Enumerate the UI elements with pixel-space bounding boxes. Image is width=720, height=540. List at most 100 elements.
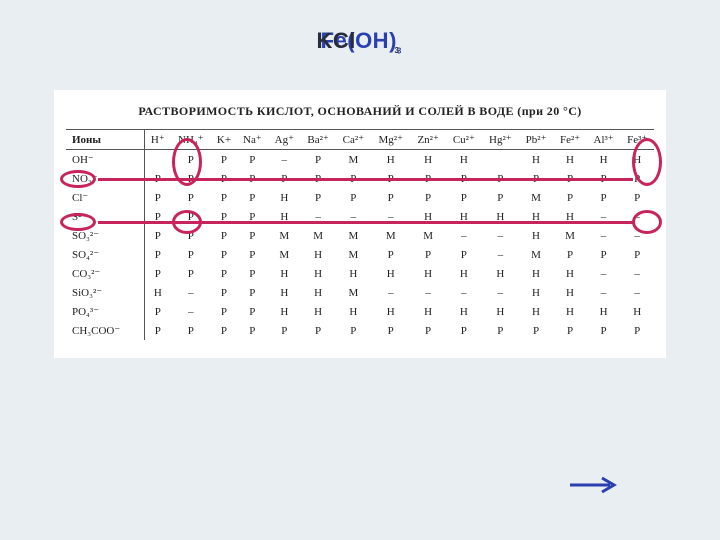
table-body: OH⁻ РРР–РМННН ННННNO₃⁻РРРРРРРРРРРРРРРCl⁻… bbox=[66, 150, 654, 341]
solubility-cell: Р bbox=[145, 245, 170, 264]
solubility-cell: Р bbox=[237, 245, 269, 264]
solubility-cell: Р bbox=[300, 150, 335, 170]
cation-header: NH₄⁺ bbox=[170, 130, 211, 150]
solubility-cell: Р bbox=[620, 245, 654, 264]
row-header-label: Ионы bbox=[66, 130, 145, 150]
solubility-cell: Н bbox=[268, 283, 300, 302]
solubility-cell: М bbox=[371, 226, 411, 245]
solubility-cell: Р bbox=[211, 169, 236, 188]
solubility-cell: Р bbox=[446, 188, 482, 207]
anion-header: PO₄³⁻ bbox=[66, 302, 145, 321]
solubility-cell: М bbox=[268, 245, 300, 264]
cation-header: H⁺ bbox=[145, 130, 170, 150]
solubility-cell: – bbox=[620, 283, 654, 302]
cation-header: Fe³⁺ bbox=[620, 130, 654, 150]
solubility-cell: Р bbox=[446, 245, 482, 264]
solubility-cell: Р bbox=[170, 226, 211, 245]
solubility-cell: Р bbox=[300, 188, 335, 207]
table-row: SO₃²⁻РРРРМММММ––НМ–– bbox=[66, 226, 654, 245]
solubility-cell: – bbox=[587, 207, 621, 226]
formula-overlay: Fe(OH)3 KCl 3 bbox=[0, 28, 720, 55]
solubility-cell: Н bbox=[553, 150, 587, 170]
solubility-cell: Р bbox=[170, 245, 211, 264]
solubility-cell: – bbox=[268, 150, 300, 170]
solubility-cell: – bbox=[446, 226, 482, 245]
solubility-cell: – bbox=[620, 226, 654, 245]
formula-dark-sub2: 3 bbox=[394, 46, 399, 55]
solubility-cell: Н bbox=[519, 150, 553, 170]
cation-header: Hg²⁺ bbox=[482, 130, 519, 150]
cation-header: K+ bbox=[211, 130, 236, 150]
solubility-cell: Н bbox=[300, 302, 335, 321]
solubility-cell: М bbox=[336, 226, 371, 245]
solubility-cell: – bbox=[336, 207, 371, 226]
table-card: РАСТВОРИМОСТЬ КИСЛОТ, ОСНОВАНИЙ И СОЛЕЙ … bbox=[54, 90, 666, 358]
solubility-cell: Н bbox=[553, 207, 587, 226]
solubility-cell: Р bbox=[519, 321, 553, 340]
solubility-cell: Р bbox=[371, 188, 411, 207]
formula-dark-text: KCl bbox=[316, 28, 355, 53]
solubility-cell: Р bbox=[145, 264, 170, 283]
solubility-cell: Н bbox=[587, 150, 621, 170]
solubility-cell: Р bbox=[211, 150, 236, 170]
table-row: OH⁻ РРР–РМННН НННН bbox=[66, 150, 654, 170]
anion-header: NO₃⁻ bbox=[66, 169, 145, 188]
solubility-cell: – bbox=[482, 245, 519, 264]
solubility-cell: Н bbox=[268, 302, 300, 321]
solubility-cell: Н bbox=[553, 302, 587, 321]
solubility-cell: Р bbox=[587, 169, 621, 188]
cation-header: Al³⁺ bbox=[587, 130, 621, 150]
solubility-cell: – bbox=[482, 226, 519, 245]
solubility-cell: Н bbox=[553, 283, 587, 302]
solubility-table: Ионы H⁺NH₄⁺K+Na⁺Ag⁺Ba²⁺Ca²⁺Mg²⁺Zn²⁺Cu²⁺H… bbox=[66, 129, 654, 340]
next-arrow-icon[interactable] bbox=[570, 476, 618, 499]
table-row: CO₃²⁻РРРРННННННННН–– bbox=[66, 264, 654, 283]
cation-header: Fe²⁺ bbox=[553, 130, 587, 150]
solubility-cell: Р bbox=[237, 264, 269, 283]
solubility-cell: Р bbox=[446, 169, 482, 188]
solubility-cell: Р bbox=[237, 302, 269, 321]
solubility-cell: Н bbox=[268, 264, 300, 283]
table-row: S²⁻РРРРН–––ННННН–– bbox=[66, 207, 654, 226]
solubility-cell: – bbox=[170, 302, 211, 321]
solubility-cell: – bbox=[620, 264, 654, 283]
solubility-cell: М bbox=[336, 150, 371, 170]
solubility-cell: Н bbox=[371, 150, 411, 170]
solubility-cell: Р bbox=[237, 207, 269, 226]
solubility-cell: Р bbox=[587, 188, 621, 207]
cation-header: Pb²⁺ bbox=[519, 130, 553, 150]
solubility-cell: Р bbox=[300, 321, 335, 340]
solubility-cell: Р bbox=[268, 169, 300, 188]
cation-header: Ag⁺ bbox=[268, 130, 300, 150]
solubility-cell: Р bbox=[237, 169, 269, 188]
solubility-cell: Н bbox=[410, 150, 445, 170]
solubility-cell: Р bbox=[553, 188, 587, 207]
solubility-cell: Н bbox=[482, 264, 519, 283]
solubility-cell: Р bbox=[620, 188, 654, 207]
solubility-cell: Р bbox=[410, 169, 445, 188]
cation-header: Cu²⁺ bbox=[446, 130, 482, 150]
solubility-cell: Н bbox=[519, 283, 553, 302]
solubility-cell: Р bbox=[519, 169, 553, 188]
solubility-cell: Р bbox=[211, 302, 236, 321]
anion-header: CH₃COO⁻ bbox=[66, 321, 145, 340]
solubility-cell: Р bbox=[170, 169, 211, 188]
solubility-cell: Р bbox=[553, 245, 587, 264]
solubility-cell: Р bbox=[145, 188, 170, 207]
anion-header: SO₃²⁻ bbox=[66, 226, 145, 245]
solubility-cell: Н bbox=[519, 226, 553, 245]
solubility-cell: Н bbox=[268, 188, 300, 207]
solubility-cell: Р bbox=[145, 302, 170, 321]
cation-header: Mg²⁺ bbox=[371, 130, 411, 150]
anion-header: OH⁻ bbox=[66, 150, 145, 170]
solubility-cell: Р bbox=[482, 169, 519, 188]
solubility-cell: Р bbox=[211, 321, 236, 340]
solubility-cell: Н bbox=[145, 283, 170, 302]
solubility-cell: Н bbox=[300, 283, 335, 302]
solubility-cell: Р bbox=[482, 188, 519, 207]
solubility-cell: Р bbox=[211, 226, 236, 245]
solubility-cell: – bbox=[587, 283, 621, 302]
cation-header: Na⁺ bbox=[237, 130, 269, 150]
solubility-cell: Н bbox=[371, 302, 411, 321]
anion-header: CO₃²⁻ bbox=[66, 264, 145, 283]
